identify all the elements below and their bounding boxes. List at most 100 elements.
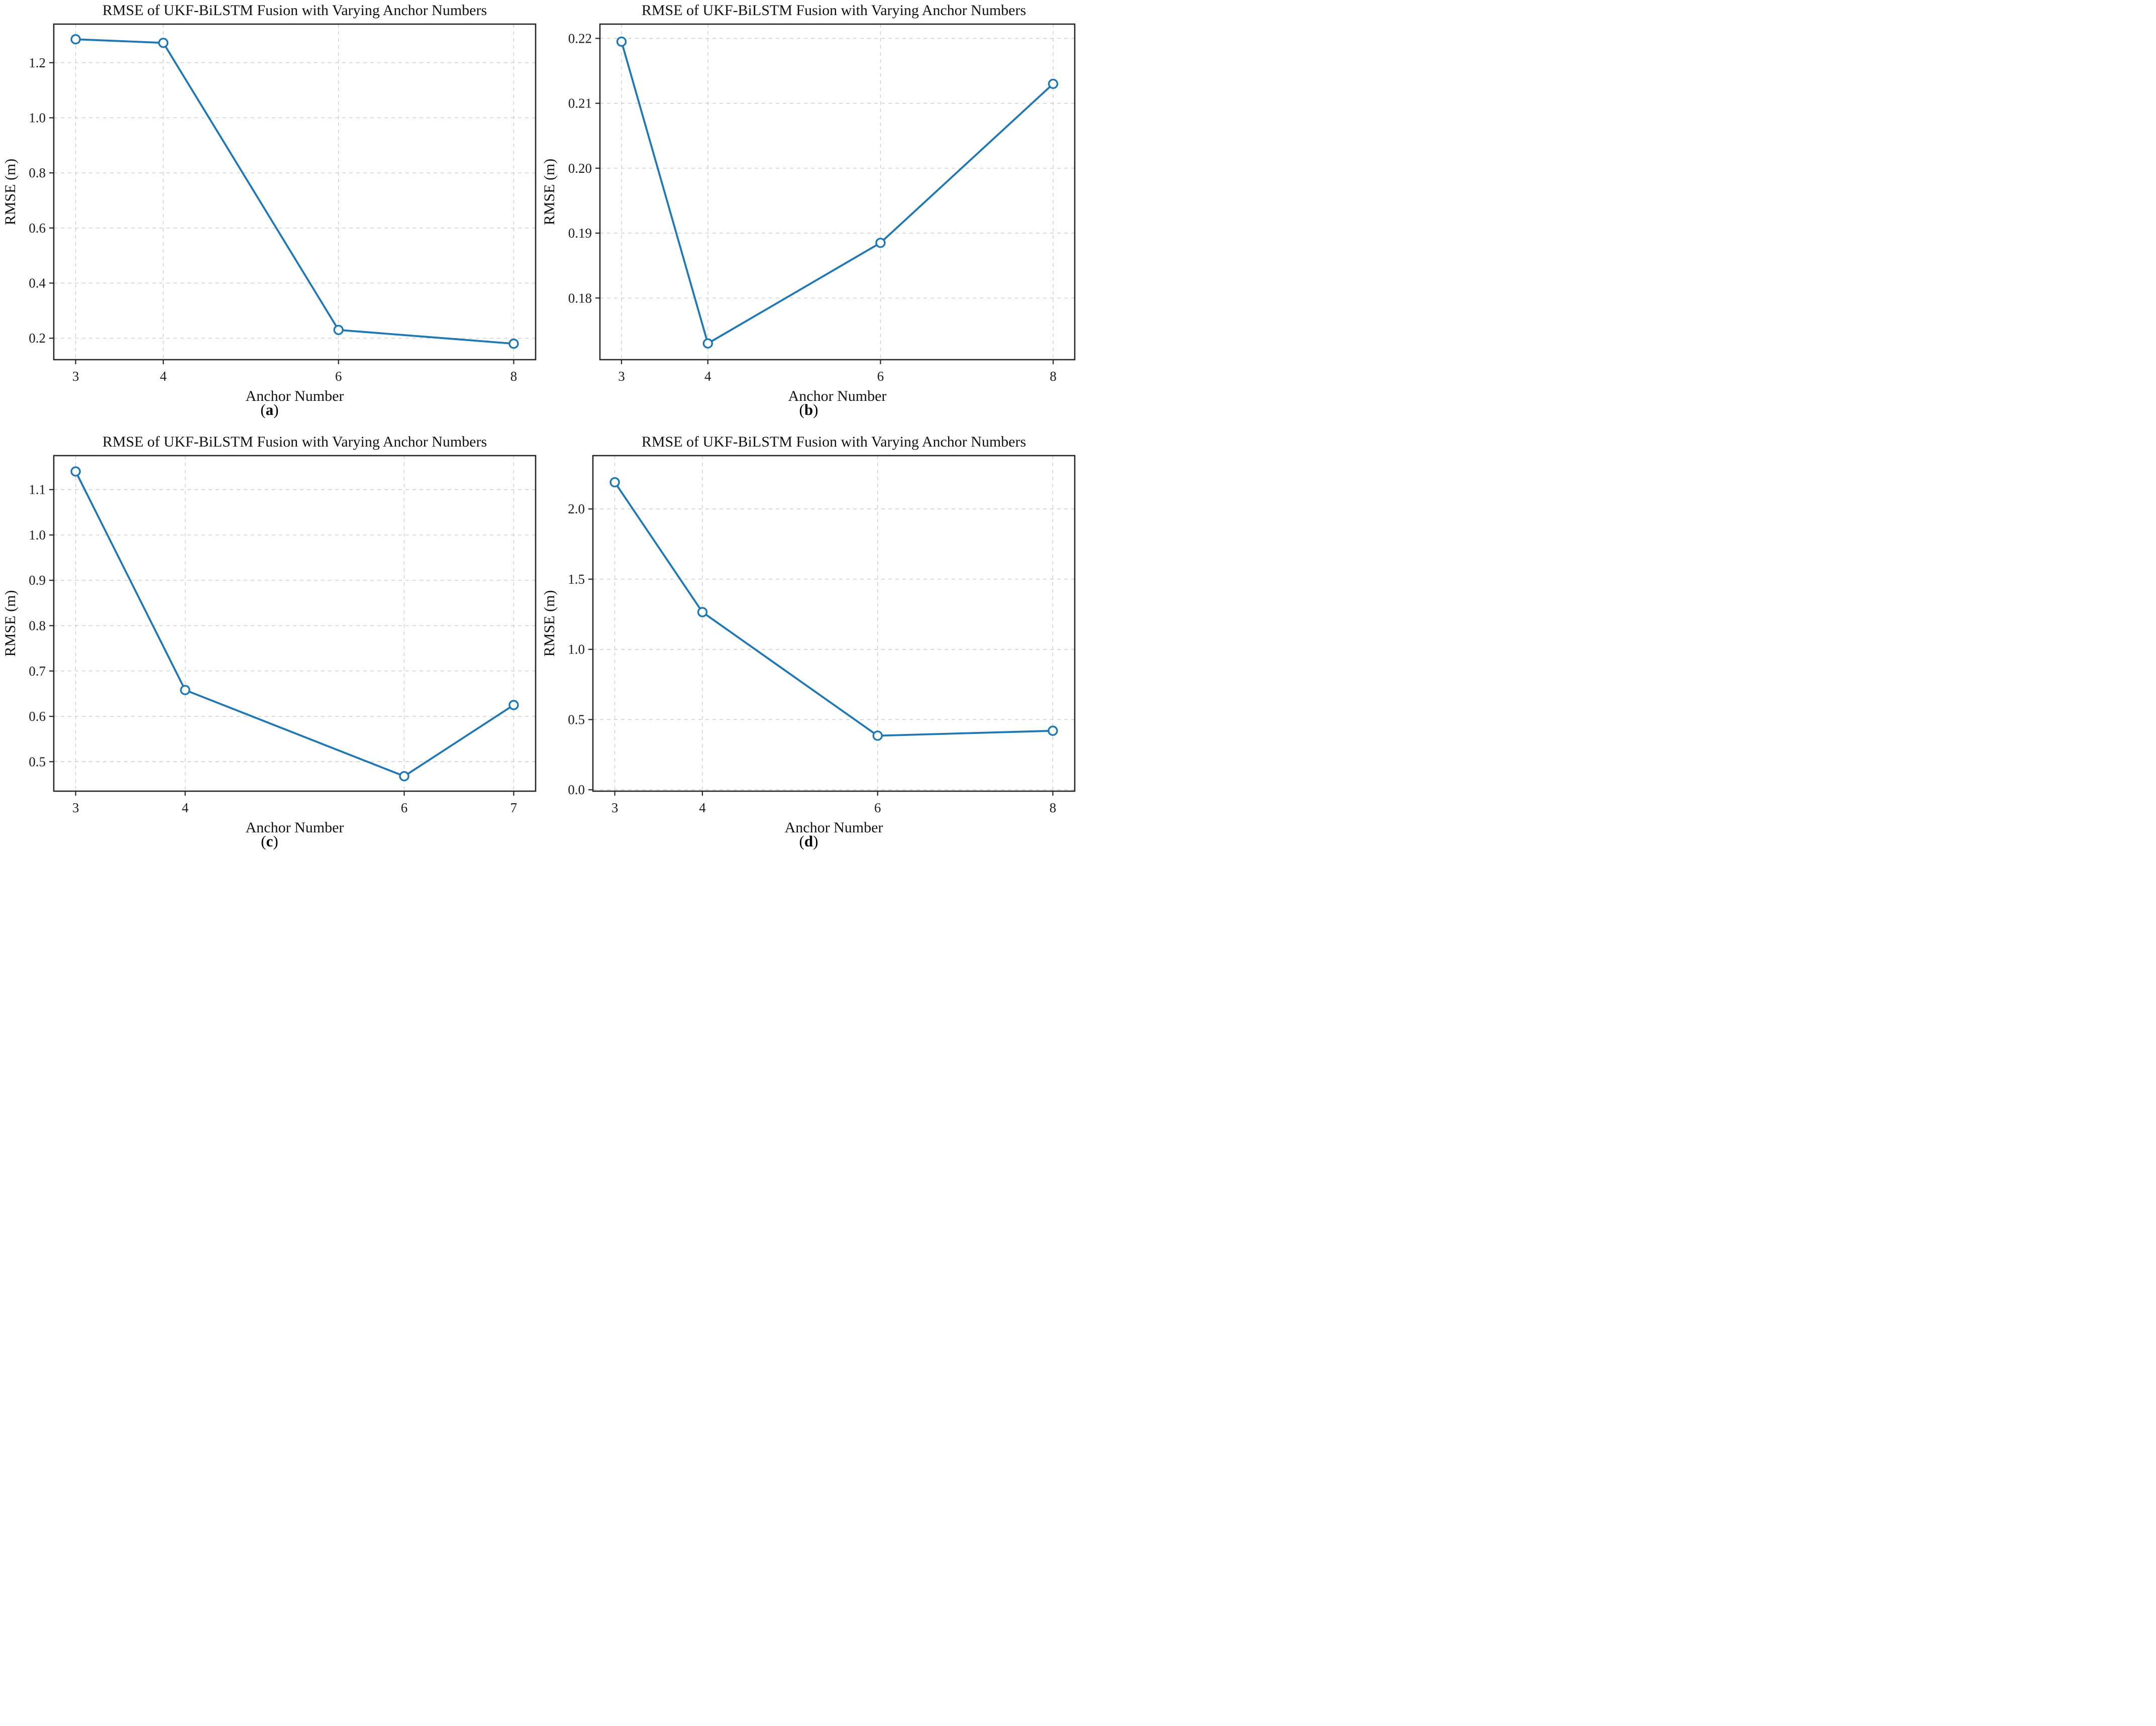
y-tick-label: 0.0	[568, 782, 585, 797]
x-tick-label: 8	[510, 369, 518, 384]
x-axis-label: Anchor Number	[246, 388, 344, 404]
data-point-marker	[702, 338, 713, 349]
data-line	[613, 481, 1054, 737]
caption-letter: c	[266, 832, 273, 850]
chart-panel-d: RMSE of UKF-BiLSTM Fusion with Varying A…	[539, 432, 1078, 863]
y-tick-label: 1.2	[29, 55, 46, 70]
x-axis-label: Anchor Number	[785, 819, 883, 836]
caption-open-paren: (	[261, 832, 266, 850]
data-point-marker	[1048, 725, 1058, 736]
x-tick-label: 8	[1050, 800, 1057, 815]
x-tick-label: 8	[1050, 369, 1057, 384]
y-tick-label: 1.1	[29, 482, 46, 497]
x-tick-label: 3	[618, 369, 625, 384]
x-tick-label: 3	[72, 800, 79, 815]
data-line	[621, 41, 1054, 345]
caption-close-paren: )	[273, 401, 279, 418]
x-tick-label: 4	[699, 800, 706, 815]
data-point-marker	[875, 238, 886, 248]
y-tick-label: 0.22	[568, 31, 592, 46]
data-point-marker	[1048, 78, 1059, 89]
y-tick-label: 0.21	[568, 96, 592, 111]
x-tick-label: 4	[182, 800, 189, 815]
y-tick-label: 1.0	[29, 527, 46, 543]
caption-letter: b	[804, 401, 813, 418]
y-tick-label: 0.7	[29, 664, 46, 679]
y-tick-label: 2.0	[568, 501, 585, 516]
data-point-marker	[158, 38, 169, 48]
data-point-marker	[333, 325, 344, 335]
line-chart-b: 3 4 6 8 0.18 0.19 0.20 0.21 0.22 Anchor Number RMS…	[539, 20, 1078, 408]
data-point-marker	[508, 339, 519, 349]
x-tick-label: 6	[335, 369, 342, 384]
x-tick-label: 7	[510, 800, 518, 815]
data-point-marker	[508, 700, 519, 710]
data-point-marker	[697, 607, 708, 617]
y-tick-label: 0.19	[568, 226, 592, 241]
x-tick-label: 6	[401, 800, 408, 815]
panel-caption-b: (b)	[539, 401, 1078, 419]
caption-open-paren: (	[799, 832, 804, 850]
caption-close-paren: )	[273, 832, 278, 850]
data-point-marker	[70, 34, 81, 45]
chart-panel-a: RMSE of UKF-BiLSTM Fusion with Varying A…	[0, 0, 539, 432]
panel-caption-d: (d)	[539, 832, 1078, 850]
caption-letter: a	[265, 401, 274, 418]
chart-svg: 3 4 6 8 0.2 0.4 0.6 0.8 1.0 1.2 Anchor Number RMSE …	[2, 23, 537, 404]
data-line	[74, 470, 515, 778]
y-axis-label: RMSE (m)	[541, 590, 558, 657]
data-point-marker	[70, 466, 81, 477]
x-tick-label: 6	[874, 800, 881, 815]
x-tick-label: 4	[160, 369, 167, 384]
caption-close-paren: )	[813, 832, 818, 850]
chart-title-d: RMSE of UKF-BiLSTM Fusion with Varying A…	[641, 434, 1026, 450]
chart-svg: 3 4 6 7 0.5 0.6 0.7 0.8 0.9 1.0 1.1 Anchor Number RM…	[2, 455, 537, 836]
x-tick-label: 4	[704, 369, 711, 384]
panel-caption-a: (a)	[0, 401, 539, 419]
y-tick-label: 0.6	[29, 709, 46, 724]
y-tick-label: 1.5	[568, 572, 585, 587]
x-tick-label: 3	[611, 800, 619, 815]
y-tick-label: 0.20	[568, 161, 592, 176]
chart-svg: 3 4 6 8 0.18 0.19 0.20 0.21 0.22 Anchor Number RMS…	[541, 23, 1076, 404]
caption-close-paren: )	[813, 401, 818, 418]
y-axis-label: RMSE (m)	[2, 590, 19, 657]
y-tick-label: 0.8	[29, 165, 46, 180]
line-chart-d: 3 4 6 8 0.0 0.5 1.0 1.5 2.0 Anchor Number RMSE (m)	[539, 452, 1078, 840]
y-tick-label: 0.5	[568, 712, 585, 727]
chart-panel-b: RMSE of UKF-BiLSTM Fusion with Varying A…	[539, 0, 1078, 432]
line-chart-c: 3 4 6 7 0.5 0.6 0.7 0.8 0.9 1.0 1.1 Anchor Number RM…	[0, 452, 539, 840]
data-point-marker	[399, 771, 409, 782]
y-tick-label: 0.6	[29, 221, 46, 236]
y-tick-label: 0.18	[568, 290, 592, 305]
y-tick-label: 0.2	[29, 331, 46, 346]
data-point-marker	[609, 477, 620, 488]
x-axis-label: Anchor Number	[788, 388, 887, 404]
data-point-marker	[180, 685, 190, 695]
x-tick-label: 6	[877, 369, 884, 384]
y-axis-label: RMSE (m)	[541, 159, 558, 226]
panel-caption-c: (c)	[0, 832, 539, 850]
y-tick-label: 1.0	[29, 110, 46, 125]
chart-title-c: RMSE of UKF-BiLSTM Fusion with Varying A…	[102, 434, 487, 450]
chart-svg: 3 4 6 8 0.0 0.5 1.0 1.5 2.0 Anchor Number RMSE (m)	[541, 455, 1076, 836]
data-point-marker	[616, 36, 627, 47]
caption-letter: d	[804, 832, 813, 850]
caption-open-paren: (	[799, 401, 804, 418]
y-tick-label: 1.0	[568, 642, 585, 657]
y-tick-label: 0.9	[29, 573, 46, 588]
y-axis-label: RMSE (m)	[2, 159, 19, 226]
chart-title-a: RMSE of UKF-BiLSTM Fusion with Varying A…	[102, 2, 487, 19]
line-chart-a: 3 4 6 8 0.2 0.4 0.6 0.8 1.0 1.2 Anchor Number RMSE …	[0, 20, 539, 408]
x-tick-label: 3	[72, 369, 79, 384]
y-tick-label: 0.4	[29, 276, 46, 291]
caption-open-paren: (	[260, 401, 266, 418]
data-line	[74, 38, 515, 345]
data-point-marker	[872, 730, 883, 741]
figure-grid: RMSE of UKF-BiLSTM Fusion with Varying A…	[0, 0, 1078, 863]
y-tick-label: 0.5	[29, 754, 46, 769]
y-tick-label: 0.8	[29, 618, 46, 633]
chart-panel-c: RMSE of UKF-BiLSTM Fusion with Varying A…	[0, 432, 539, 863]
x-axis-label: Anchor Number	[246, 819, 344, 836]
chart-title-b: RMSE of UKF-BiLSTM Fusion with Varying A…	[641, 2, 1026, 19]
